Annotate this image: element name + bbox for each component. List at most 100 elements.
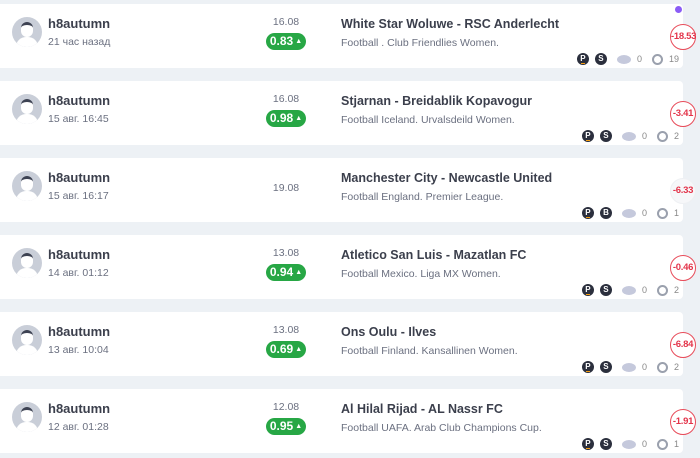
comment-count: 0 [641,208,647,218]
post-time: 15 авг. 16:45 [48,113,109,125]
league-name: Football Mexico. Liga MX Women. [341,268,501,280]
view-count: 1 [673,208,679,218]
odds-badge: 0.69 ▲ [266,341,306,358]
avatar[interactable] [12,248,42,278]
avatar[interactable] [12,17,42,47]
views-icon [656,438,668,450]
match-date: 16.08 [272,93,300,105]
league-name: Football . Club Friendlies Women. [341,37,499,49]
match-title[interactable]: Atletico San Luis - Mazatlan FC [341,248,527,262]
username[interactable]: h8autumn [48,247,111,262]
match-title[interactable]: Stjarnan - Breidablik Kopavogur [341,94,533,108]
avatar[interactable] [12,402,42,432]
comment-count: 0 [641,439,647,449]
tip-card[interactable]: h8autumn 12 авг. 01:28 12.08 0.95 ▲ Al Hila… [0,389,683,453]
tag-p-icon: P [581,207,594,219]
result-badge: -3.41 [670,101,696,127]
match-date: 13.08 [272,247,300,259]
result-badge: -18.53 [670,24,696,50]
match-title[interactable]: White Star Woluwe - RSC Anderlecht [341,17,560,31]
post-time: 21 час назад [48,36,111,48]
view-count: 2 [673,362,679,372]
league-name: Football Iceland. Urvalsdeild Women. [341,114,515,126]
league-name: Football UAFA. Arab Club Champions Cup. [341,422,542,434]
username[interactable]: h8autumn [48,170,111,185]
post-time: 12 авг. 01:28 [48,421,109,433]
tip-card[interactable]: h8autumn 13 авг. 10:04 13.08 0.69 ▲ Ons Oul… [0,312,683,376]
tip-card[interactable]: h8autumn 15 авг. 16:17 19.08 Manchester C… [0,158,683,222]
tag-s-icon: S [594,53,607,65]
odds-badge: 0.83 ▲ [266,33,306,50]
tag-p-icon: P [576,53,589,65]
match-date: 19.08 [272,182,300,194]
post-time: 15 авг. 16:17 [48,190,109,202]
tag-p-icon: P [581,361,594,373]
odds-badge: 0.94 ▲ [266,264,306,281]
tag-p-icon: P [581,284,594,296]
view-count: 1 [673,439,679,449]
arrow-up-icon: ▲ [295,38,303,45]
league-name: Football Finland. Kansallinen Women. [341,345,518,357]
match-date: 12.08 [272,401,300,413]
arrow-up-icon: ▲ [295,346,303,353]
tip-card[interactable]: h8autumn 15 авг. 16:45 16.08 0.98 ▲ Stjarna… [0,81,683,145]
result-badge: -6.33 [670,178,696,204]
tag-s-icon: S [599,438,612,450]
comment-icon[interactable] [621,208,636,218]
match-date: 13.08 [272,324,300,336]
match-title[interactable]: Al Hilal Rijad - AL Nassr FC [341,402,503,416]
match-title[interactable]: Ons Oulu - Ilves [341,325,437,339]
arrow-up-icon: ▲ [295,423,303,430]
odds-badge: 0.98 ▲ [266,110,306,127]
views-icon [656,207,668,219]
result-badge: -6.84 [670,332,696,358]
username[interactable]: h8autumn [48,93,111,108]
views-icon [656,284,668,296]
tag-s-icon: S [599,130,612,142]
comment-icon[interactable] [621,439,636,449]
comment-icon[interactable] [616,54,631,64]
views-icon [651,53,663,65]
tag-p-icon: P [581,130,594,142]
tag-s-icon: S [599,361,612,373]
tip-card[interactable]: h8autumn 14 авг. 01:12 13.08 0.94 ▲ Atletic… [0,235,683,299]
username[interactable]: h8autumn [48,16,111,31]
comment-count: 0 [641,131,647,141]
avatar[interactable] [12,325,42,355]
username[interactable]: h8autumn [48,401,111,416]
comment-count: 0 [636,54,642,64]
league-name: Football England. Premier League. [341,191,504,203]
view-count: 2 [673,131,679,141]
username[interactable]: h8autumn [48,324,111,339]
tip-card[interactable]: h8autumn 21 час назад 16.08 0.83 ▲ White St… [0,4,683,68]
view-count: 19 [668,54,679,64]
views-icon [656,130,668,142]
match-title[interactable]: Manchester City - Newcastle United [341,171,553,185]
match-date: 16.08 [272,16,300,28]
arrow-up-icon: ▲ [295,115,303,122]
arrow-up-icon: ▲ [295,269,303,276]
comment-icon[interactable] [621,131,636,141]
unread-dot [675,6,682,13]
avatar[interactable] [12,171,42,201]
result-badge: -1.91 [670,409,696,435]
comment-count: 0 [641,285,647,295]
tag-p-icon: P [581,438,594,450]
tag-b-icon: B [599,207,612,219]
post-time: 14 авг. 01:12 [48,267,109,279]
views-icon [656,361,668,373]
avatar[interactable] [12,94,42,124]
comment-count: 0 [641,362,647,372]
post-time: 13 авг. 10:04 [48,344,109,356]
comment-icon[interactable] [621,362,636,372]
tag-s-icon: S [599,284,612,296]
view-count: 2 [673,285,679,295]
comment-icon[interactable] [621,285,636,295]
result-badge: -0.46 [670,255,696,281]
